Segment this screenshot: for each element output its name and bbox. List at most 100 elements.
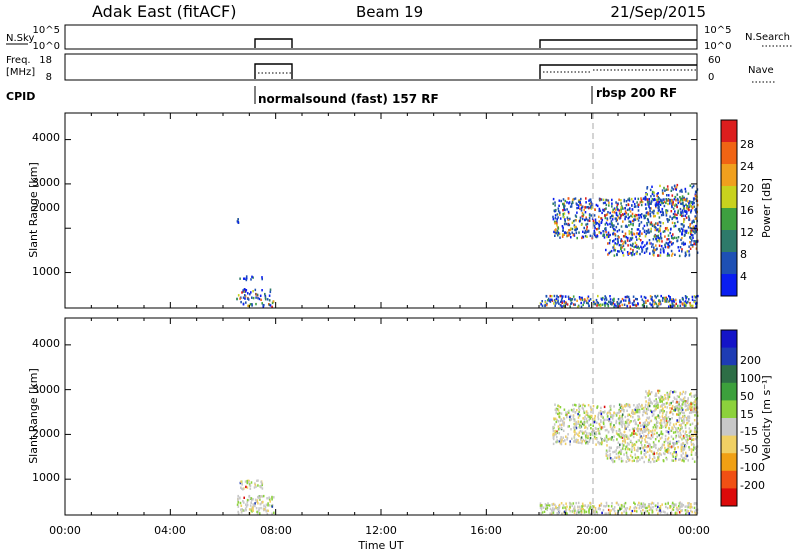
velocity-cell bbox=[672, 455, 675, 458]
power-cell bbox=[663, 251, 665, 254]
velocity-cell bbox=[669, 442, 671, 445]
velocity-cell bbox=[598, 504, 601, 507]
power-cell bbox=[260, 298, 262, 301]
velocity-cell bbox=[640, 510, 642, 513]
power-cell bbox=[643, 216, 646, 220]
velocity-cell bbox=[273, 496, 275, 499]
power-cell bbox=[624, 210, 627, 213]
power-cell bbox=[573, 225, 576, 229]
power-cell bbox=[666, 297, 668, 301]
power-cell bbox=[692, 219, 695, 222]
power-cell bbox=[585, 197, 587, 200]
power-cell bbox=[636, 228, 639, 231]
velocity-cell bbox=[622, 434, 625, 437]
velocity-cell bbox=[563, 408, 566, 411]
velocity-cell bbox=[578, 414, 581, 417]
velocity-cell bbox=[257, 510, 260, 513]
freq-tick-high: 18 bbox=[39, 55, 52, 66]
velocity-cell bbox=[568, 425, 570, 428]
power-cell bbox=[576, 211, 578, 214]
power-cell bbox=[674, 222, 676, 225]
velocity-cell bbox=[606, 512, 608, 515]
power-cell bbox=[675, 236, 678, 240]
power-cell bbox=[251, 296, 253, 299]
power-cell bbox=[646, 241, 648, 244]
velocity-cell bbox=[672, 409, 675, 412]
power-cell bbox=[569, 217, 571, 221]
power-cell bbox=[680, 188, 683, 192]
velocity-cell bbox=[623, 453, 625, 456]
power-cell bbox=[646, 187, 648, 190]
power-cell bbox=[589, 198, 592, 201]
power-ylabel: Slant Range [km] bbox=[27, 162, 40, 258]
velocity-cell bbox=[671, 508, 674, 511]
velocity-cell bbox=[678, 407, 680, 410]
velocity-cell bbox=[677, 427, 680, 430]
power-cell bbox=[613, 299, 615, 303]
power-cell bbox=[612, 208, 614, 211]
velocity-cell bbox=[691, 408, 693, 411]
power-cell bbox=[271, 301, 274, 305]
power-cell bbox=[588, 199, 590, 202]
velocity-cell bbox=[648, 448, 651, 451]
velocity-cell bbox=[600, 420, 602, 424]
velocity-cell bbox=[575, 432, 578, 435]
power-cell bbox=[653, 209, 655, 213]
velocity-cell bbox=[581, 430, 583, 433]
power-cell bbox=[607, 242, 609, 245]
velocity-cell bbox=[605, 501, 608, 505]
velocity-cell bbox=[638, 417, 641, 420]
power-cell bbox=[241, 291, 243, 294]
velocity-cell bbox=[664, 511, 666, 514]
velocity-cell bbox=[575, 438, 578, 441]
power-cell bbox=[583, 298, 586, 301]
velocity-cell bbox=[628, 437, 630, 440]
power-cell bbox=[575, 215, 578, 218]
power-cell bbox=[645, 299, 647, 303]
velocity-cell bbox=[661, 432, 664, 436]
velocity-cell bbox=[640, 512, 643, 515]
velocity-cell bbox=[695, 509, 697, 512]
velocity-cell bbox=[656, 431, 658, 435]
velocity-cell bbox=[681, 403, 684, 406]
velocity-cell bbox=[643, 434, 645, 437]
power-cell bbox=[637, 197, 640, 201]
power-cell bbox=[598, 220, 601, 223]
power-cell bbox=[237, 221, 240, 224]
power-cell bbox=[600, 231, 602, 235]
power-cell bbox=[614, 242, 616, 245]
power-cell bbox=[661, 299, 664, 302]
velocity-cell bbox=[592, 424, 594, 427]
power-cell bbox=[623, 241, 625, 244]
power-cell bbox=[609, 295, 611, 298]
velocity-cell bbox=[693, 404, 696, 407]
velocity-cell bbox=[637, 449, 639, 453]
velocity-cell bbox=[655, 405, 658, 408]
velocity-cell bbox=[674, 390, 677, 394]
velocity-cell bbox=[585, 510, 588, 514]
velocity-cell bbox=[662, 398, 665, 401]
velocity-cell bbox=[621, 417, 624, 421]
velocity-cell bbox=[695, 445, 698, 449]
power-cell bbox=[677, 236, 680, 239]
power-cell bbox=[673, 185, 676, 188]
power-cell bbox=[239, 277, 241, 280]
velocity-cell bbox=[630, 450, 633, 454]
power-cell bbox=[620, 247, 622, 251]
velocity-cell bbox=[546, 506, 549, 510]
power-cell bbox=[685, 253, 687, 257]
power-cell bbox=[666, 185, 669, 188]
power-cell bbox=[582, 303, 584, 307]
velocity-cell bbox=[669, 403, 671, 406]
velocity-cell bbox=[633, 501, 635, 504]
power-cell bbox=[693, 295, 696, 298]
velocity-cell bbox=[671, 459, 673, 462]
power-cell bbox=[687, 215, 690, 218]
power-cell bbox=[656, 194, 658, 198]
velocity-cell bbox=[552, 425, 554, 429]
velocity-cell bbox=[597, 429, 600, 432]
velocity-cell bbox=[569, 414, 572, 418]
power-cell bbox=[615, 201, 617, 204]
velocity-cell bbox=[685, 512, 687, 515]
velocity-cell bbox=[582, 422, 584, 426]
